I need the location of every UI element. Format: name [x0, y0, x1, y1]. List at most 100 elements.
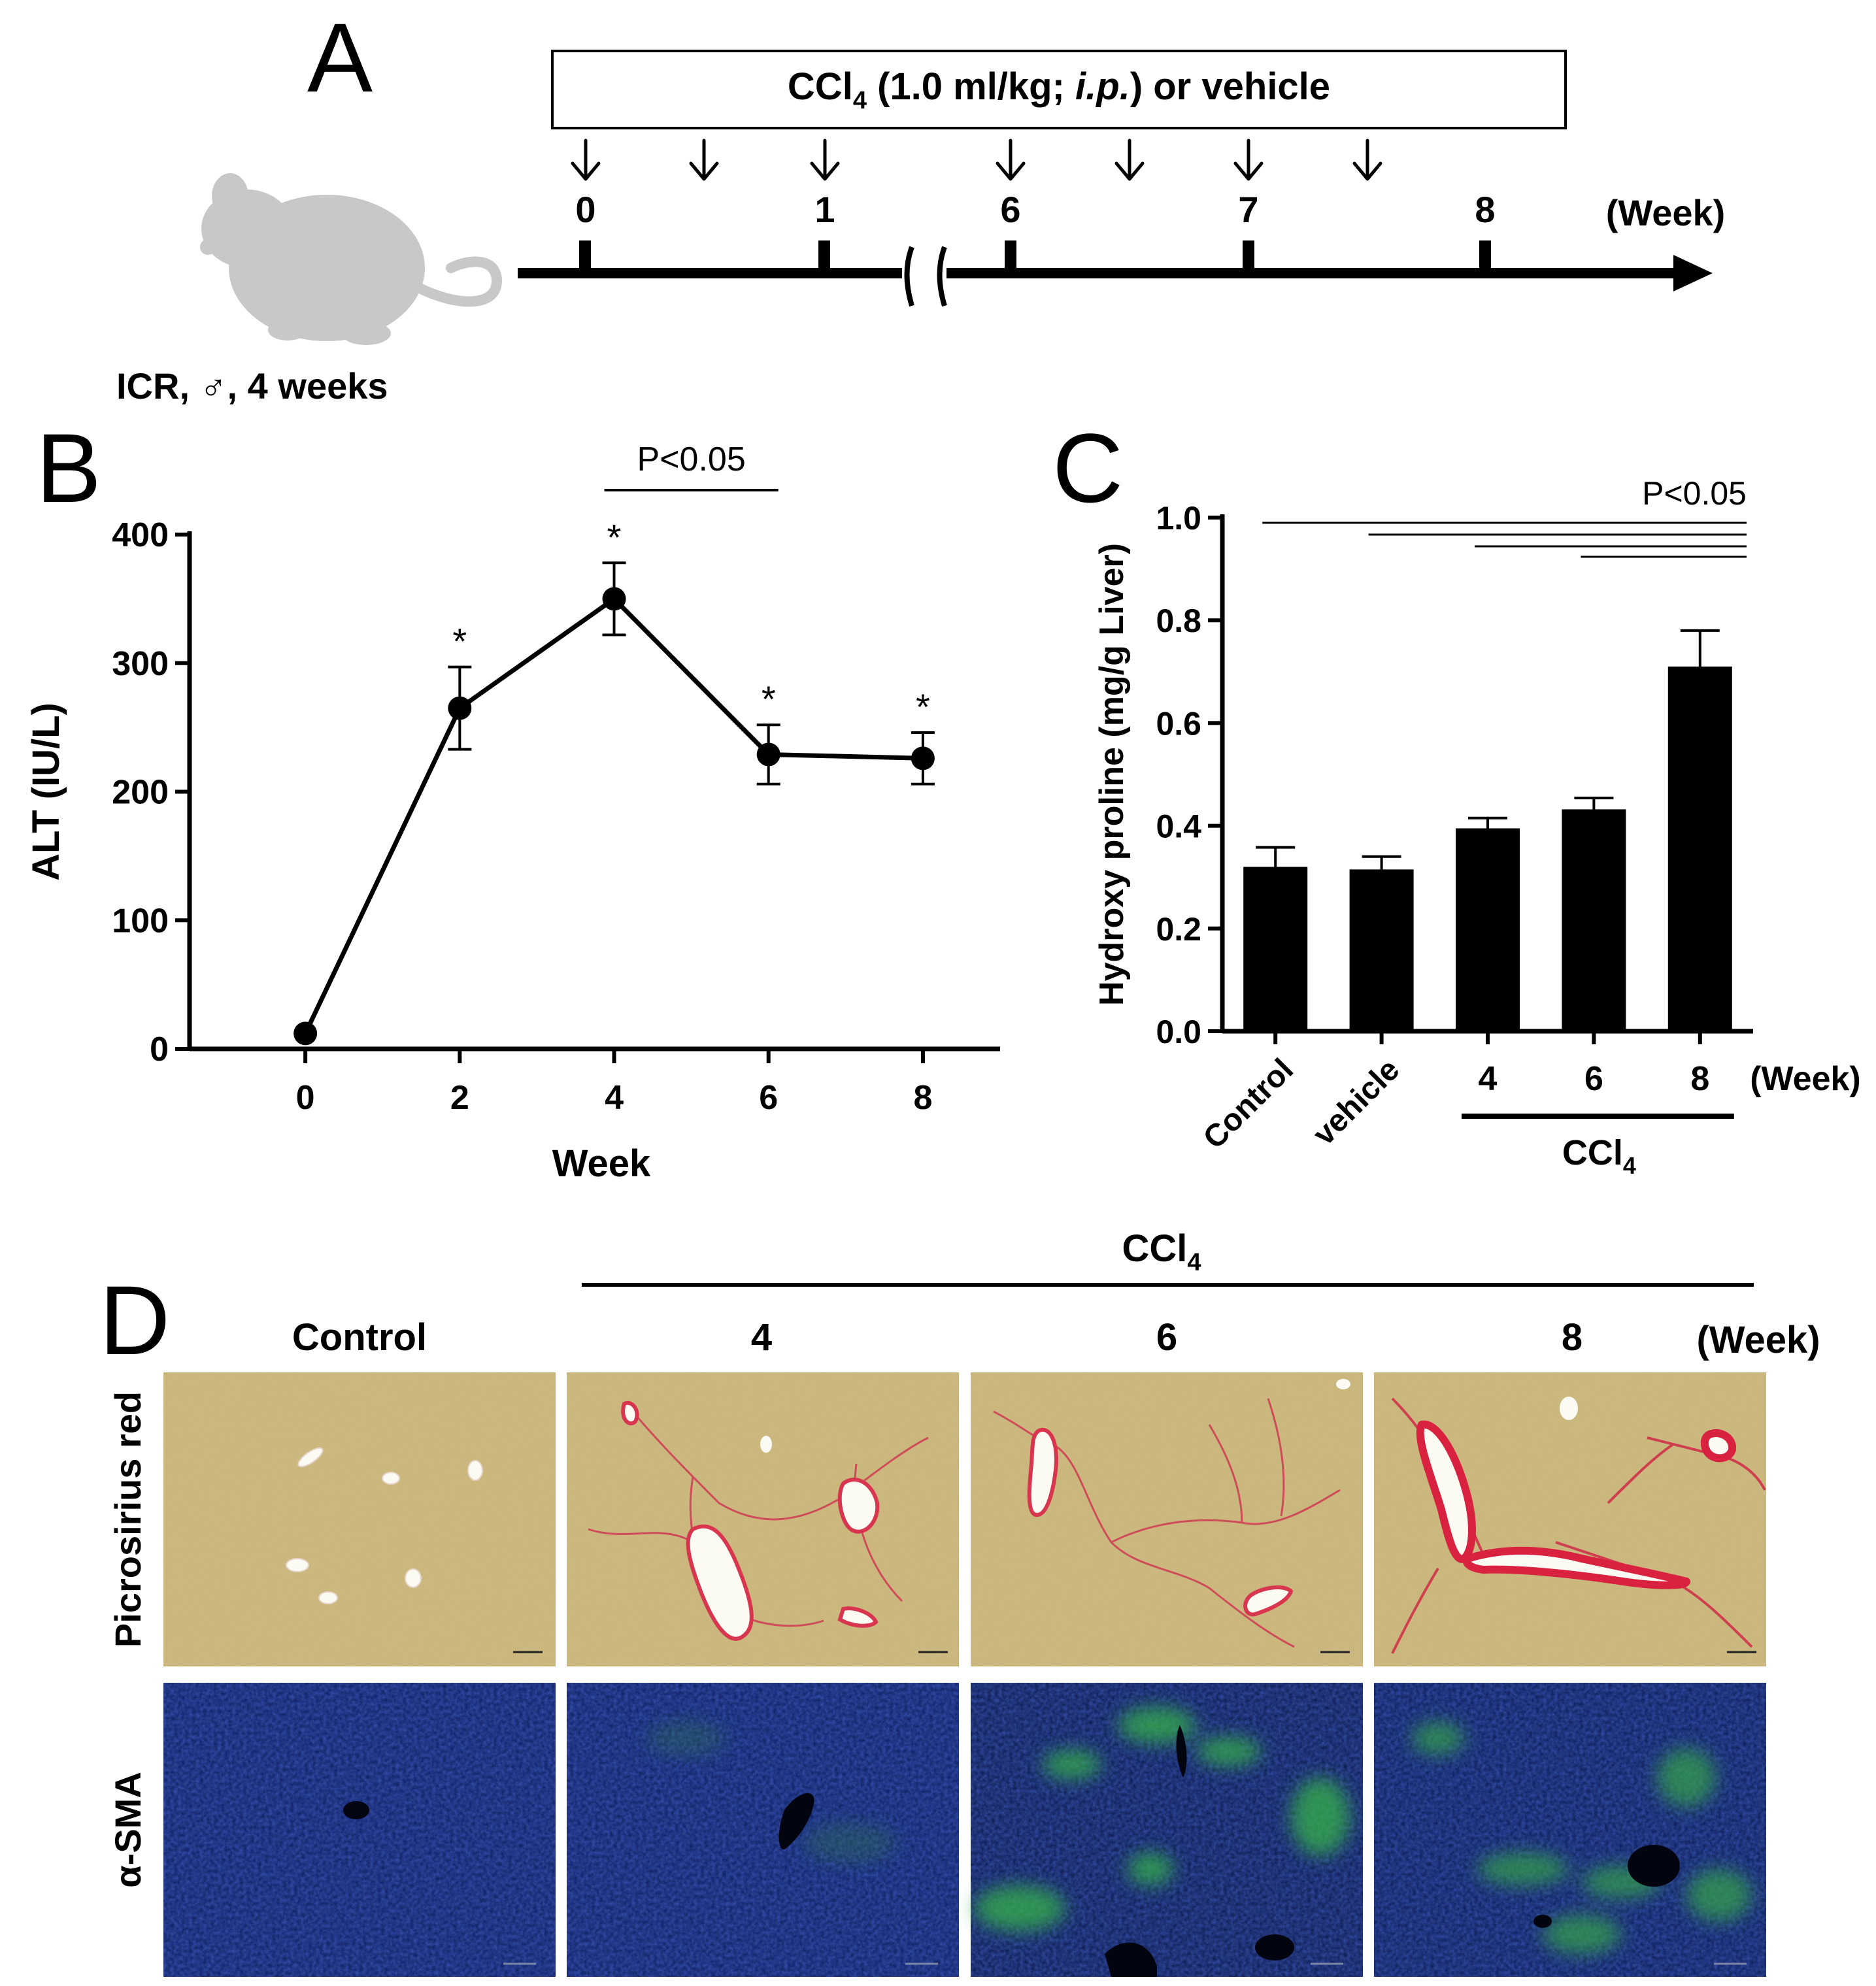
bar [1456, 828, 1520, 1031]
y-tick-label: 400 [112, 516, 169, 554]
ccl4-group-label-pre: CCl [1122, 1227, 1187, 1270]
x-unit-label: (Week) [1750, 1060, 1861, 1098]
x-category-label: 6 [1584, 1060, 1603, 1098]
data-point [448, 696, 472, 720]
treatment-label-mid: (1.0 ml/kg; [867, 65, 1075, 108]
injection-arrow [1352, 139, 1382, 181]
injection-arrow [1233, 139, 1264, 181]
y-tick-label: 100 [112, 902, 169, 940]
panel-c: C 0.0 0.2 0.4 0.6 0.8 1.0 Hydroxy proline (mg/… [1052, 413, 1861, 1179]
y-tick-label: 0.2 [1156, 911, 1201, 948]
ccl4-group-label: CCl4 [1562, 1133, 1636, 1179]
alt-line-chart: 0 100 200 300 400 0 2 4 6 8 Week ALT (IU/L) * * * * P<0.… [25, 440, 1000, 1185]
panel-d-letter: D [99, 1265, 170, 1375]
timeline-tick-label: 8 [1475, 189, 1495, 230]
treatment-label: CCl4 (1.0 ml/kg; i.p.) or vehicle [788, 65, 1330, 114]
row-label-asma: α-SMA [107, 1772, 148, 1888]
injection-arrow [1114, 139, 1145, 181]
x-axis-label: Week [552, 1142, 651, 1185]
bar [1349, 869, 1414, 1031]
panel-c-letter: C [1052, 413, 1123, 523]
y-tick-label: 0 [150, 1031, 169, 1068]
mouse-icon [200, 173, 503, 345]
panel-a-letter: A [307, 3, 373, 112]
timeline-tick-label: 1 [814, 189, 835, 230]
y-tick-label: 0.4 [1156, 808, 1201, 845]
timeline-unit-label: (Week) [1606, 192, 1726, 233]
column-label-control: Control [292, 1316, 427, 1359]
data-point [602, 587, 626, 611]
panel-b: B 0 100 200 300 400 0 2 4 6 8 Week ALT (IU/L) * * * * P<… [25, 413, 1000, 1185]
bar [1667, 666, 1732, 1031]
column-unit-label: (Week) [1696, 1319, 1820, 1361]
significance-label: P<0.05 [1642, 475, 1747, 512]
column-label-week8: 8 [1562, 1316, 1583, 1359]
y-tick-label: 0.8 [1156, 603, 1201, 639]
picrosirius-image-week8 [1374, 1372, 1766, 1666]
y-tick-label: 1.0 [1156, 500, 1201, 537]
panel-d: D CCl4 Control 4 6 8 (Week) Picrosirius … [99, 1227, 1820, 1977]
injection-arrow [571, 139, 601, 181]
asma-image-week6 [971, 1683, 1363, 1977]
x-category-label: 4 [1479, 1060, 1498, 1098]
ccl4-group-label-sub: 4 [1623, 1152, 1636, 1179]
treatment-box [551, 50, 1567, 129]
y-axis-label: ALT (IU/L) [25, 703, 67, 881]
picrosirius-row [163, 1372, 1766, 1666]
timeline-tick-label: 6 [1000, 189, 1020, 230]
x-tick-label: 4 [605, 1079, 624, 1117]
x-tick-label: 0 [296, 1079, 315, 1117]
x-tick-label: 2 [450, 1079, 469, 1117]
x-category-label: 8 [1690, 1060, 1709, 1098]
column-label-week6: 6 [1156, 1316, 1177, 1359]
x-tick-label: 8 [913, 1079, 932, 1117]
asma-image-week8 [1374, 1683, 1766, 1977]
ccl4-group-label-pre: CCl [1562, 1133, 1623, 1172]
data-point [293, 1021, 318, 1046]
panel-b-letter: B [36, 413, 101, 523]
asma-row [163, 1683, 1766, 1977]
timeline-axis [518, 240, 1713, 307]
ccl4-group-label-sub: 4 [1187, 1249, 1201, 1276]
significance-star: * [452, 621, 467, 662]
y-tick-label: 300 [112, 645, 169, 683]
data-point [756, 742, 780, 767]
treatment-label-pre: CCl [788, 65, 853, 108]
bar [1243, 867, 1308, 1031]
injection-arrow [996, 139, 1026, 181]
bar [1562, 809, 1626, 1031]
ccl4-group-label: CCl4 [1122, 1227, 1201, 1276]
series-line [303, 596, 923, 1034]
x-category-label: vehicle [1307, 1052, 1407, 1152]
y-tick-label: 0.0 [1156, 1014, 1201, 1050]
asma-image-week4 [567, 1683, 959, 1977]
data-point [911, 746, 935, 770]
column-label-week4: 4 [751, 1316, 772, 1359]
panel-a: A CCl4 (1.0 ml/kg; i.p.) or vehicle 0 1 … [116, 3, 1725, 406]
timeline-tick-label: 7 [1238, 189, 1258, 230]
mouse-label: ICR, ♂, 4 weeks [116, 365, 388, 406]
injection-arrows [571, 139, 1382, 181]
treatment-label-post: ) or vehicle [1130, 65, 1330, 108]
timeline-tick-label: 0 [575, 189, 595, 230]
treatment-label-sub: 4 [853, 87, 867, 114]
y-tick-label: 0.6 [1156, 705, 1201, 742]
treatment-label-italic: i.p. [1075, 65, 1130, 108]
injection-arrow [810, 139, 840, 181]
significance-star: * [916, 686, 930, 727]
significance-label: P<0.05 [637, 440, 745, 478]
injection-arrow [689, 139, 719, 181]
row-label-picrosirius: Picrosirius red [107, 1391, 148, 1647]
y-axis-label: Hydroxy proline (mg/g Liver) [1093, 543, 1131, 1006]
hydroxyproline-bar-chart: 0.0 0.2 0.4 0.6 0.8 1.0 Hydroxy proline (mg/g … [1093, 475, 1861, 1179]
picrosirius-image-week4 [567, 1372, 959, 1666]
x-tick-label: 6 [759, 1079, 778, 1117]
y-tick-label: 200 [112, 774, 169, 812]
picrosirius-image-control [163, 1372, 556, 1666]
asma-image-control [163, 1683, 556, 1977]
significance-star: * [762, 678, 776, 720]
significance-star: * [607, 516, 622, 557]
picrosirius-image-week6 [971, 1372, 1363, 1666]
x-category-label: Control [1197, 1052, 1300, 1155]
